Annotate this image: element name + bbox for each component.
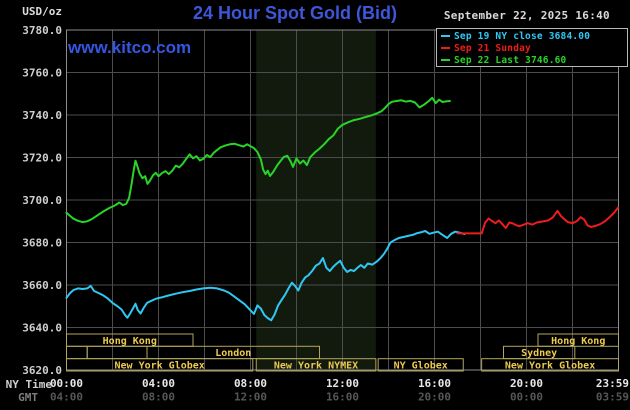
y-tick-label: 3720.0 [22, 152, 62, 165]
session-box [537, 333, 619, 347]
gmt-axis-label: GMT [18, 391, 38, 404]
price-line-sep-22-last [65, 96, 451, 224]
y-tick-label: 3700.0 [22, 194, 62, 207]
x-tick-ny-label: 16:00 [418, 377, 451, 390]
session-box [255, 358, 377, 372]
x-tick-gmt-label: 08:00 [142, 391, 175, 404]
session-label: NY Globex [394, 361, 448, 372]
session-box [377, 358, 464, 372]
x-tick-gmt-label: 20:00 [418, 391, 451, 404]
legend-label: Sep 21 Sunday [454, 42, 531, 54]
legend-dash-icon [441, 35, 450, 37]
legend-label: Sep 19 NY close 3684.00 [454, 30, 591, 42]
session-label: Hong Kong [551, 336, 605, 347]
legend-label: Sep 22 Last 3746.60 [454, 54, 567, 66]
plot-border [66, 29, 619, 371]
session-label: Sydney [521, 348, 557, 359]
session-box [66, 345, 88, 360]
x-tick-gmt-label: 00:00 [510, 391, 543, 404]
chart-datetime: September 22, 2025 16:40 [443, 9, 610, 22]
ny-time-axis-label: NY Time [5, 378, 52, 391]
unit-label: USD/oz [22, 5, 62, 18]
session-box [66, 358, 254, 372]
kitco-watermark-link[interactable]: www.kitco.com [68, 38, 192, 57]
price-line-sep-21-sunday [456, 206, 619, 235]
price-line-sep-19-ny-close [65, 230, 466, 322]
session-label: New York Globex [505, 361, 595, 372]
x-tick-ny-label: 08:00 [234, 377, 267, 390]
y-tick-label: 3660.0 [22, 279, 62, 292]
session-box [481, 358, 619, 372]
x-tick-ny-label: 23:59 [596, 377, 629, 390]
x-tick-ny-label: 00:00 [50, 377, 83, 390]
session-label: Hong Kong [103, 336, 157, 347]
legend-dash-icon [441, 59, 450, 61]
y-tick-label: 3620.0 [22, 364, 62, 377]
y-tick-label: 3760.0 [22, 67, 62, 80]
x-tick-gmt-label: 04:00 [50, 391, 83, 404]
session-box [86, 345, 148, 360]
legend-row: Sep 19 NY close 3684.00 [441, 30, 627, 42]
x-tick-gmt-label: 12:00 [234, 391, 267, 404]
x-tick-gmt-label: 16:00 [326, 391, 359, 404]
y-tick-label: 3740.0 [22, 109, 62, 122]
y-tick-label: 3780.0 [22, 24, 62, 37]
y-tick-label: 3640.0 [22, 322, 62, 335]
legend-row: Sep 22 Last 3746.60 [441, 54, 627, 66]
session-label: New York Globex [114, 361, 204, 372]
legend-dash-icon [441, 47, 450, 49]
x-tick-ny-label: 12:00 [326, 377, 359, 390]
legend-box: Sep 19 NY close 3684.00 Sep 21 Sunday Sep … [436, 28, 628, 67]
x-tick-gmt-label: 03:59 [596, 391, 629, 404]
session-label: New York NYMEX [274, 361, 358, 372]
session-label: London [215, 348, 251, 359]
x-tick-ny-label: 04:00 [142, 377, 175, 390]
legend-row: Sep 21 Sunday [441, 42, 627, 54]
page-title: 24 Hour Spot Gold (Bid) [193, 3, 397, 23]
x-tick-ny-label: 20:00 [510, 377, 543, 390]
y-tick-label: 3680.0 [22, 237, 62, 250]
